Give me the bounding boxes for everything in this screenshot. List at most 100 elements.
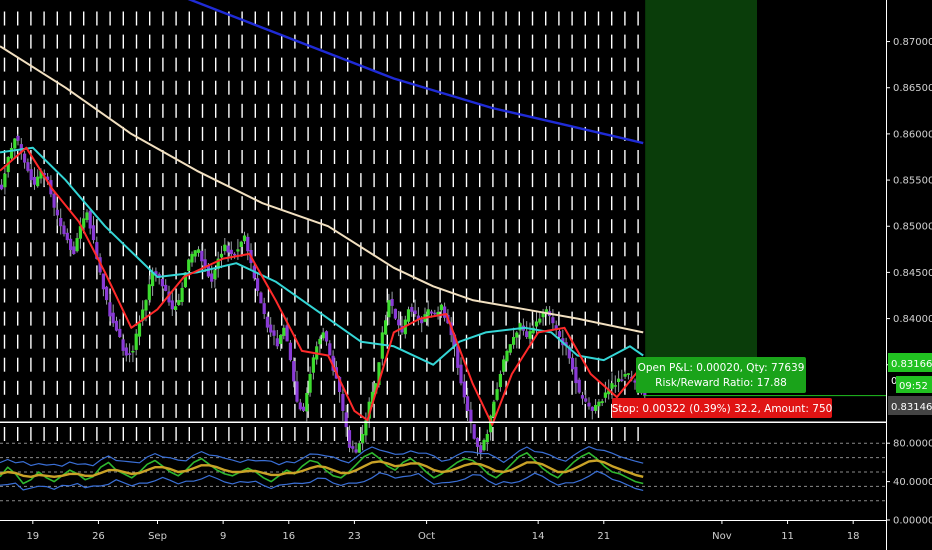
- candle-bull[interactable]: [597, 401, 601, 407]
- candle-bear[interactable]: [620, 379, 624, 381]
- candle-bull[interactable]: [85, 212, 89, 220]
- candle-bull[interactable]: [141, 309, 145, 321]
- price-pane[interactable]: Open P&L: 0.00020, Qty: 77639 Risk/Rewar…: [0, 0, 886, 460]
- candle-bear[interactable]: [577, 379, 581, 393]
- candle-bear[interactable]: [200, 250, 204, 262]
- candle-bear[interactable]: [91, 225, 96, 241]
- candle-bear[interactable]: [65, 232, 69, 241]
- candle-bear[interactable]: [118, 328, 122, 337]
- time-axis[interactable]: 19 26 Sep 9 16 23 Oct 14 21 Nov 11 18: [26, 520, 860, 542]
- candle-bear[interactable]: [128, 353, 132, 355]
- candle-bear[interactable]: [46, 176, 50, 181]
- candle-bear[interactable]: [23, 153, 27, 163]
- candle-bear[interactable]: [574, 366, 578, 384]
- candle-bull[interactable]: [223, 244, 227, 252]
- candle-bear[interactable]: [72, 246, 76, 254]
- candle-bull[interactable]: [357, 443, 361, 453]
- candle-bear[interactable]: [275, 338, 279, 347]
- candle-bull[interactable]: [515, 332, 519, 338]
- candle-bull[interactable]: [541, 312, 545, 318]
- candle-bull[interactable]: [321, 332, 325, 339]
- candle-bear[interactable]: [167, 291, 171, 303]
- candle-bear[interactable]: [288, 342, 292, 361]
- candle-bull[interactable]: [219, 253, 224, 258]
- candle-bear[interactable]: [0, 184, 4, 190]
- candle-bear[interactable]: [105, 286, 109, 301]
- candle-bull[interactable]: [213, 270, 217, 279]
- candle-bull[interactable]: [603, 392, 607, 398]
- candle-bear[interactable]: [452, 334, 457, 347]
- candle-bull[interactable]: [36, 176, 40, 187]
- candle-bull[interactable]: [384, 320, 388, 335]
- candle-bull[interactable]: [485, 434, 489, 443]
- candle-bull[interactable]: [505, 350, 509, 362]
- candle-bear[interactable]: [554, 325, 558, 329]
- candle-bull[interactable]: [367, 401, 371, 419]
- candle-bull[interactable]: [370, 391, 374, 404]
- candle-bear[interactable]: [347, 430, 352, 448]
- candle-bull[interactable]: [489, 415, 493, 433]
- candle-bull[interactable]: [495, 389, 499, 400]
- candle-bull[interactable]: [377, 362, 381, 385]
- candle-bear[interactable]: [443, 306, 447, 318]
- candle-bear[interactable]: [420, 319, 424, 324]
- candle-bear[interactable]: [124, 347, 128, 356]
- candle-bull[interactable]: [498, 374, 502, 387]
- candle-bear[interactable]: [69, 238, 73, 250]
- candle-bull[interactable]: [144, 300, 148, 311]
- candle-bear[interactable]: [265, 316, 269, 328]
- candle-bull[interactable]: [3, 173, 7, 188]
- candle-bear[interactable]: [292, 361, 296, 382]
- candle-bear[interactable]: [160, 278, 164, 287]
- candle-bull[interactable]: [617, 378, 621, 382]
- candle-bear[interactable]: [42, 173, 46, 176]
- candle-bull[interactable]: [534, 321, 539, 327]
- candle-bull[interactable]: [492, 401, 496, 417]
- candle-bear[interactable]: [269, 324, 273, 333]
- candle-bear[interactable]: [164, 284, 168, 291]
- candle-bull[interactable]: [196, 249, 201, 253]
- candle-bull[interactable]: [308, 374, 312, 393]
- candle-bull[interactable]: [531, 327, 535, 334]
- candle-bear[interactable]: [429, 311, 434, 314]
- candle-bear[interactable]: [462, 381, 466, 398]
- candle-bear[interactable]: [26, 162, 30, 171]
- candle-bull[interactable]: [528, 331, 532, 339]
- candle-bear[interactable]: [479, 445, 483, 453]
- candle-bull[interactable]: [9, 148, 14, 159]
- candle-bull[interactable]: [318, 338, 322, 345]
- stop-box[interactable]: Stop: 0.00322 (0.39%) 32.2, Amount: 750: [612, 398, 833, 418]
- candle-bull[interactable]: [439, 304, 443, 311]
- candle-bull[interactable]: [600, 401, 604, 403]
- candle-bull[interactable]: [216, 258, 220, 269]
- candle-bull[interactable]: [623, 374, 627, 377]
- candle-bear[interactable]: [295, 381, 299, 402]
- candle-bear[interactable]: [210, 273, 214, 282]
- candle-bear[interactable]: [59, 218, 63, 227]
- candle-bear[interactable]: [259, 292, 263, 304]
- candle-bull[interactable]: [147, 284, 151, 300]
- candle-bull[interactable]: [239, 241, 243, 247]
- candle-bull[interactable]: [75, 238, 79, 252]
- candle-bear[interactable]: [551, 317, 555, 324]
- candle-bear[interactable]: [525, 331, 529, 337]
- candle-bull[interactable]: [626, 373, 630, 375]
- candle-bull[interactable]: [508, 344, 512, 353]
- candle-bear[interactable]: [587, 402, 591, 407]
- candle-bull[interactable]: [406, 309, 411, 322]
- candle-bear[interactable]: [121, 339, 125, 351]
- candle-bear[interactable]: [341, 394, 345, 411]
- candle-bear[interactable]: [88, 210, 92, 229]
- candle-bull[interactable]: [282, 327, 286, 336]
- candle-bull[interactable]: [305, 393, 309, 412]
- candle-bull[interactable]: [242, 235, 247, 242]
- candle-bear[interactable]: [95, 242, 99, 259]
- candle-bear[interactable]: [101, 273, 105, 290]
- candle-bear[interactable]: [62, 225, 66, 235]
- candle-bull[interactable]: [193, 250, 197, 257]
- candle-bull[interactable]: [594, 405, 598, 411]
- candle-bear[interactable]: [229, 249, 233, 254]
- candle-bear[interactable]: [393, 308, 397, 319]
- candle-bull[interactable]: [137, 323, 142, 337]
